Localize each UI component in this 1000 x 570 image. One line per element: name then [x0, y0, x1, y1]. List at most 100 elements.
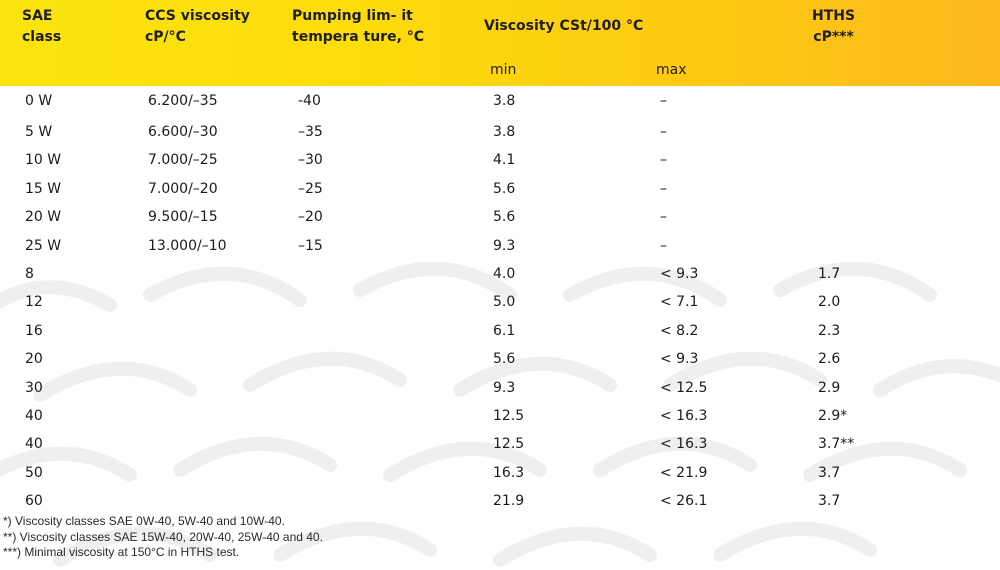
cell-viscosity-max: < 7.1: [660, 294, 699, 311]
cell-sae-class: 60: [25, 493, 43, 510]
table-row: 40 12.5 < 16.3 3.7**: [0, 429, 1000, 457]
header-pumping-line2: tempera ture, °C: [292, 29, 425, 45]
cell-viscosity-min: 16.3: [493, 464, 525, 481]
header-ccs-line2: cP/°C: [145, 29, 186, 45]
cell-sae-class: 12: [25, 294, 43, 311]
cell-sae-class: 40: [25, 407, 43, 424]
cell-pumping-temp: –15: [298, 237, 323, 254]
cell-viscosity-min: 21.9: [493, 493, 525, 510]
table-row: 40 12.5 < 16.3 2.9*: [0, 401, 1000, 429]
table-row: 20 5.6 < 9.3 2.6: [0, 344, 1000, 372]
table-row: 60 21.9 < 26.1 3.7: [0, 486, 1000, 514]
cell-hths: 2.0: [818, 294, 841, 311]
cell-viscosity-max: –: [660, 93, 667, 109]
cell-pumping-temp: –30: [298, 152, 323, 169]
cell-viscosity-min: 12.5: [493, 436, 525, 453]
cell-sae-class: 5 W: [25, 124, 53, 140]
cell-sae-class: 20 W: [25, 209, 62, 226]
cell-ccs-viscosity: 7.000/–25: [148, 152, 218, 169]
cell-sae-class: 40: [25, 436, 43, 453]
header-ccs-viscosity: CCS viscosity cP/°C: [145, 6, 250, 48]
cell-ccs-viscosity: 9.500/–15: [148, 209, 218, 226]
header-sae-class: SAE class: [22, 6, 61, 48]
cell-hths: 2.3: [818, 322, 841, 339]
cell-viscosity-min: 5.6: [493, 351, 516, 368]
table-row: 0 W 6.200/–35 -40 3.8 –: [0, 86, 1000, 117]
cell-viscosity-min: 3.8: [493, 93, 516, 109]
cell-viscosity-min: 5.0: [493, 294, 516, 311]
cell-viscosity-max: < 16.3: [660, 407, 708, 424]
header-max: max: [656, 62, 687, 78]
footnote-2: **) Viscosity classes SAE 15W-40, 20W-40…: [3, 529, 323, 544]
cell-hths: 1.7: [818, 265, 841, 282]
cell-sae-class: 16: [25, 322, 43, 339]
cell-viscosity-min: 3.8: [493, 124, 516, 140]
cell-viscosity-min: 9.3: [493, 237, 516, 254]
cell-sae-class: 20: [25, 351, 43, 368]
header-sae-line2: class: [22, 29, 62, 45]
cell-sae-class: 15 W: [25, 180, 62, 197]
cell-hths: 3.7**: [818, 436, 855, 453]
table-row: 30 9.3 < 12.5 2.9: [0, 373, 1000, 401]
cell-hths: 2.6: [818, 351, 841, 368]
header-ccs-line1: CCS viscosity: [145, 8, 250, 24]
background-pattern: [0, 261, 1000, 567]
table-row: 25 W 13.000/–10 –15 9.3 –: [0, 231, 1000, 259]
cell-viscosity-min: 5.6: [493, 180, 516, 197]
table-row: 8 4.0 < 9.3 1.7: [0, 259, 1000, 287]
cell-viscosity-max: –: [660, 152, 667, 169]
table-row: 15 W 7.000/–20 –25 5.6 –: [0, 174, 1000, 202]
cell-ccs-viscosity: 7.000/–20: [148, 180, 218, 197]
cell-viscosity-max: –: [660, 209, 667, 226]
table-row: 5 W 6.600/–30 –35 3.8 –: [0, 117, 1000, 145]
header-viscosity: Viscosity CSt/100 °C: [484, 18, 644, 34]
table-header: SAE class CCS viscosity cP/°C Pumping li…: [0, 0, 1000, 86]
cell-ccs-viscosity: 6.200/–35: [148, 93, 218, 109]
cell-viscosity-max: < 21.9: [660, 464, 708, 481]
cell-viscosity-max: < 9.3: [660, 351, 699, 368]
table-row: 20 W 9.500/–15 –20 5.6 –: [0, 202, 1000, 230]
header-hths-line1: HTHS: [812, 8, 856, 24]
cell-viscosity-min: 4.1: [493, 152, 516, 169]
footnote-3: ***) Minimal viscosity at 150°C in HTHS …: [3, 545, 240, 559]
cell-sae-class: 8: [25, 265, 34, 282]
cell-viscosity-max: –: [660, 124, 667, 140]
cell-sae-class: 10 W: [25, 152, 62, 169]
table-row: 50 16.3 < 21.9 3.7: [0, 458, 1000, 486]
cell-pumping-temp: –20: [298, 209, 323, 226]
cell-viscosity-max: –: [660, 237, 667, 254]
cell-sae-class: 50: [25, 464, 43, 481]
cell-hths: 3.7: [818, 493, 841, 510]
cell-sae-class: 0 W: [25, 93, 53, 109]
header-sae-line1: SAE: [22, 8, 53, 24]
cell-hths: 2.9: [818, 379, 841, 396]
cell-pumping-temp: –25: [298, 180, 323, 197]
cell-sae-class: 25 W: [25, 237, 62, 254]
cell-viscosity-min: 5.6: [493, 209, 516, 226]
cell-viscosity-min: 9.3: [493, 379, 516, 396]
cell-sae-class: 30: [25, 379, 43, 396]
header-pumping-line1: Pumping lim- it: [292, 8, 413, 24]
cell-hths: 2.9*: [818, 407, 848, 424]
header-hths-line2: cP***: [813, 29, 854, 45]
cell-pumping-temp: -40: [298, 93, 321, 109]
cell-viscosity-max: < 16.3: [660, 436, 708, 453]
footnote-1: *) Viscosity classes SAE 0W-40, 5W-40 an…: [3, 514, 285, 528]
cell-viscosity-max: < 9.3: [660, 265, 699, 282]
table-row: 10 W 7.000/–25 –30 4.1 –: [0, 145, 1000, 173]
cell-viscosity-min: 6.1: [493, 322, 516, 339]
cell-viscosity-max: < 12.5: [660, 379, 708, 396]
table-body: 0 W 6.200/–35 -40 3.8–5 W 6.600/–30 –35 3.8–10…: [0, 86, 1000, 514]
cell-viscosity-min: 12.5: [493, 407, 525, 424]
cell-ccs-viscosity: 6.600/–30: [148, 124, 218, 140]
table-row: 12 5.0 < 7.1 2.0: [0, 287, 1000, 315]
cell-pumping-temp: –35: [298, 124, 323, 140]
table-row: 16 6.1 < 8.2 2.3: [0, 316, 1000, 344]
footnotes: *) Viscosity classes SAE 0W-40, 5W-40 an…: [3, 514, 323, 561]
header-hths: HTHS cP***: [812, 6, 855, 48]
cell-viscosity-max: < 8.2: [660, 322, 699, 339]
cell-viscosity-max: –: [660, 180, 667, 197]
cell-viscosity-max: < 26.1: [660, 493, 708, 510]
header-pumping-limit: Pumping lim- it tempera ture, °C: [292, 6, 424, 48]
cell-hths: 3.7: [818, 464, 841, 481]
